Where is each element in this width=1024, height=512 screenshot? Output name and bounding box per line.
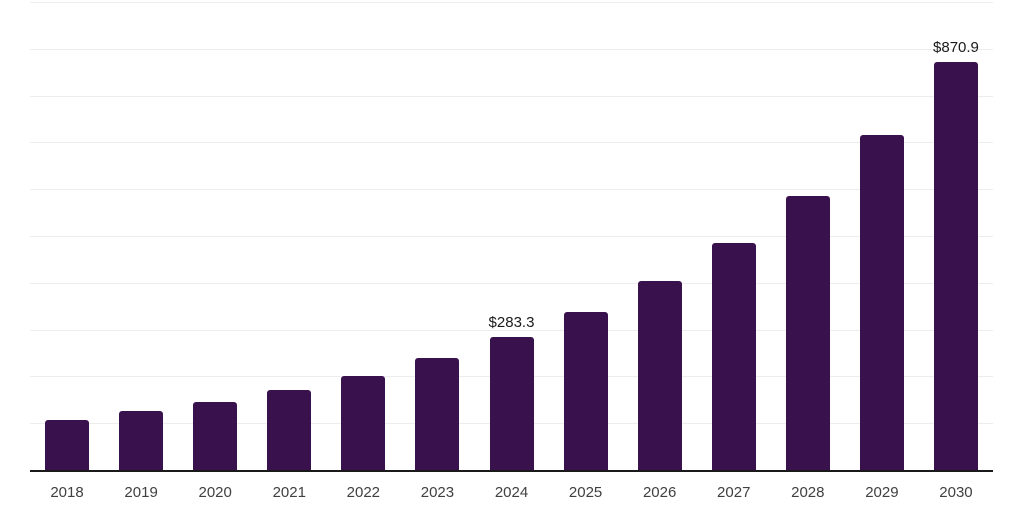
bar-band-2023 — [400, 2, 474, 470]
x-tick-2023: 2023 — [420, 484, 455, 501]
bar-band-2018 — [30, 2, 104, 470]
gridline-700 — [30, 142, 993, 144]
x-tick-2018: 2018 — [50, 484, 84, 501]
data-label-2030: $870.9 — [933, 39, 979, 57]
bar-2025[interactable] — [563, 312, 608, 470]
bar-band-2025 — [549, 2, 623, 470]
bar-2029[interactable] — [859, 135, 904, 470]
x-tick-2019: 2019 — [124, 484, 158, 501]
x-tick-2022: 2022 — [346, 484, 381, 501]
gridline-400 — [30, 282, 993, 284]
bar-2024[interactable] — [489, 337, 534, 470]
x-tick-2021: 2021 — [272, 484, 306, 501]
bar-2023[interactable] — [415, 358, 460, 470]
bars-row: $283.3 $870.9 — [30, 2, 993, 470]
x-axis-labels: 2018 2019 2020 2021 2022 2023 2024 2025 2026 2027… — [30, 484, 993, 502]
gridline-800 — [30, 95, 993, 97]
bar-band-2026 — [623, 2, 697, 470]
bar-2020[interactable] — [193, 401, 238, 470]
gridline-500 — [30, 236, 993, 237]
bar-2019[interactable] — [119, 411, 164, 470]
bar-band-2029 — [845, 2, 919, 470]
bar-band-2021 — [252, 2, 326, 470]
bar-2021[interactable] — [267, 390, 312, 470]
bar-band-2019 — [104, 2, 178, 470]
x-tick-2024: 2024 — [494, 484, 529, 501]
plot-area: $283.3 $870.9 — [30, 2, 993, 472]
bar-2018[interactable] — [45, 420, 90, 470]
gridline-1000 — [30, 2, 993, 3]
x-tick-2020: 2020 — [198, 484, 232, 501]
bar-2028[interactable] — [785, 195, 830, 470]
x-tick-2030: 2030 — [939, 484, 973, 501]
bar-2026[interactable] — [637, 280, 682, 470]
bar-2030[interactable] — [933, 62, 978, 470]
x-tick-2029: 2029 — [865, 484, 899, 501]
x-tick-2027: 2027 — [717, 484, 751, 501]
bar-band-2024: $283.3 — [474, 2, 548, 470]
x-tick-2028: 2028 — [791, 484, 825, 501]
bar-band-2030: $870.9 — [919, 2, 993, 470]
bar-band-2027 — [697, 2, 771, 470]
bar-band-2028 — [771, 2, 845, 470]
data-label-2024: $283.3 — [488, 314, 535, 332]
gridline-300 — [30, 329, 993, 331]
bar-band-2020 — [178, 2, 252, 470]
bar-2022[interactable] — [341, 375, 386, 470]
x-tick-2026: 2026 — [642, 484, 677, 501]
bar-band-2022 — [326, 2, 400, 470]
bar-2027[interactable] — [711, 242, 756, 470]
gridline-900 — [30, 48, 993, 50]
gridline-600 — [30, 189, 993, 191]
x-tick-2025: 2025 — [568, 484, 603, 501]
